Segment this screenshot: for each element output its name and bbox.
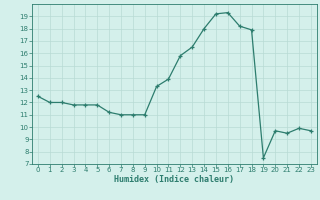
X-axis label: Humidex (Indice chaleur): Humidex (Indice chaleur) [115, 175, 234, 184]
